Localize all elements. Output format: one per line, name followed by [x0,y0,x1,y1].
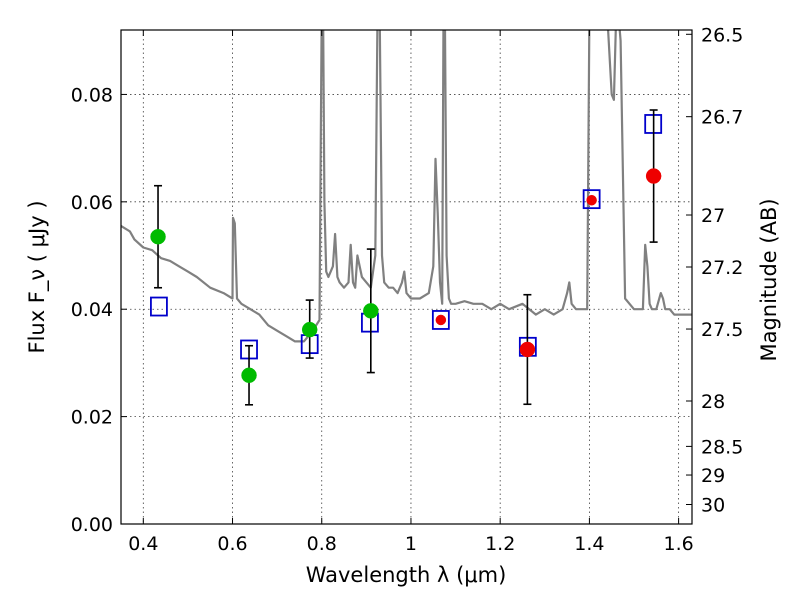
x-tick-label: 0.4 [128,533,158,555]
x-tick-label: 0.6 [217,533,247,555]
observed-flux-point [435,314,447,326]
x-axis-title: Wavelength λ (μm) [306,563,507,587]
model-photometry-square [431,310,450,330]
y-tick-label: 0.02 [71,407,113,429]
observed-flux-point [519,341,536,358]
right-tick-label: 27.5 [701,319,743,341]
right-tick-label: 28 [701,391,725,413]
model-spectrum-line [121,30,692,343]
y-tick-label: 0.08 [71,84,113,106]
y-tick-label: 0.00 [71,514,113,536]
observed-flux-point [301,321,318,338]
observed-flux-point [586,194,597,206]
x-tick-label: 1.2 [485,533,515,555]
right-tick-label: 27 [701,205,725,227]
grid [121,30,692,525]
x-tick-label: 1.4 [574,533,604,555]
y-tick-label: 0.04 [71,299,113,321]
x-tick-label: 1 [405,533,417,555]
observed-flux-point [645,168,662,184]
observed-flux-point [363,303,379,319]
right-tick-label: 27.2 [701,257,743,279]
observed-flux-point [241,367,257,384]
right-tick-label: 28.5 [701,436,743,458]
right-tick-label: 30 [701,495,725,517]
series-layer [121,30,692,406]
right-tick-label: 26.7 [701,107,743,129]
plot-frame [120,29,693,525]
observed-flux-point [150,228,166,245]
x-tick-label: 1.6 [664,533,694,555]
plot-area [121,30,692,406]
right-tick-label: 26.5 [701,24,743,46]
y-tick-label: 0.06 [71,192,113,214]
right-tick-label: 29 [701,465,725,487]
model-photometry-square [150,296,168,317]
x-tick-label: 0.8 [307,533,337,555]
ticks: 0.4 0.6 0.8 1 1.2 1.4 1.6 0.00 0.02 0.04 0.06 0.08 2… [71,24,744,555]
model-photometry-square [582,189,601,210]
y-axis-title: Flux F_ν ( μJy ) [25,200,50,353]
right-axis-title: Magnitude (AB) [757,198,781,361]
